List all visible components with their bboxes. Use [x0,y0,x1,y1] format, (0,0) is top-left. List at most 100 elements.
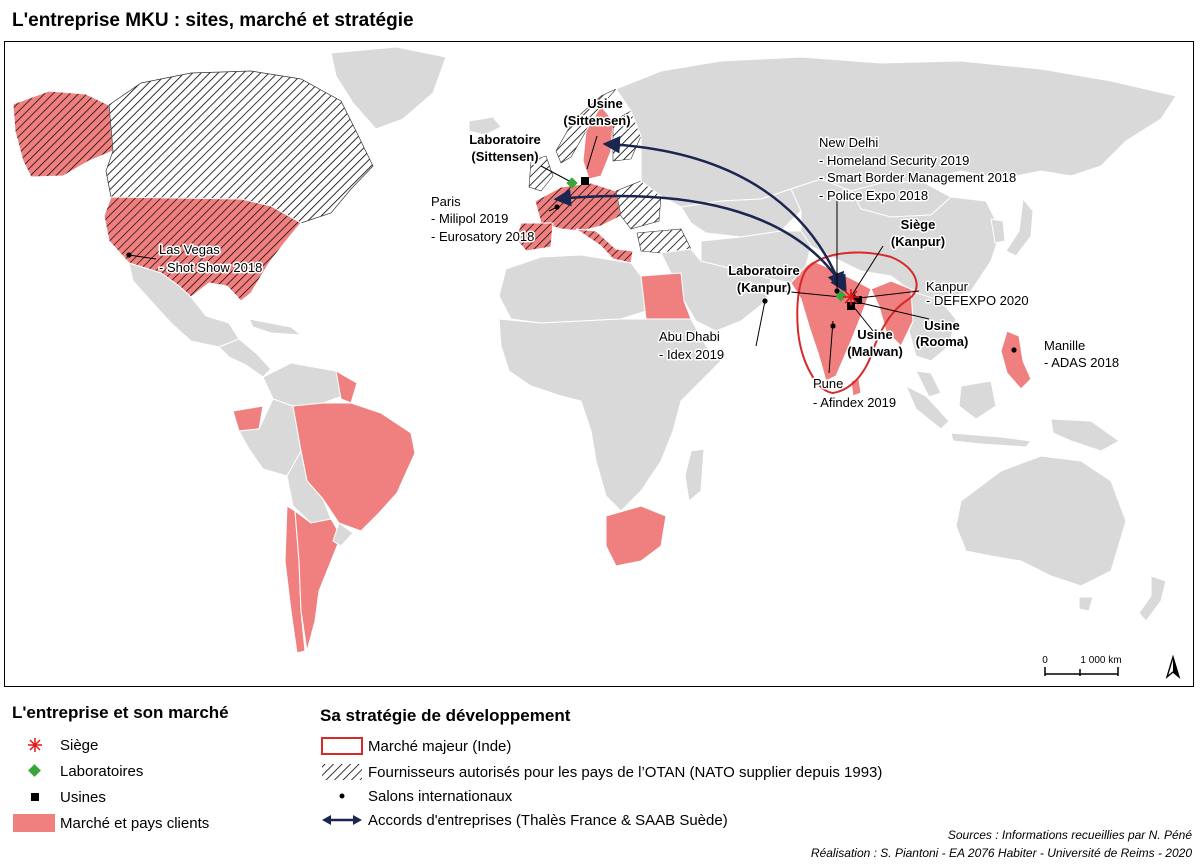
caribbean [248,318,303,336]
salon-city: Abu Dhabi [659,329,720,344]
salon-dot-pune [830,323,836,329]
indonesia-borneo [958,380,997,420]
indonesia-java [950,432,1032,448]
site-label-title: Laboratoire [469,132,541,147]
credits-realisation: Réalisation : S. Piantoni - EA 2076 Habi… [810,846,1192,860]
colombia-venezuela [262,362,352,407]
indonesia-sumatra [904,384,950,430]
japan [1005,197,1034,257]
siege-icon [10,735,60,755]
salon-event: - ADAS 2018 [1044,355,1119,370]
salon-event: - Idex 2019 [659,347,724,362]
legend-label: Usines [60,788,106,806]
site-label-name: (Kanpur) [737,280,791,295]
malaysia [915,370,942,398]
world-map: Usine (Sittensen) Laboratoire (Sittensen… [12,46,1181,680]
iceland [468,116,502,136]
legend-right-heading: Sa stratégie de développement [320,706,571,725]
credits: Sources : Informations recueillies par N… [811,826,1192,862]
laboratoire-marker-sittensen [566,177,578,189]
legend-label: Marché majeur (Inde) [368,737,512,755]
legend-left-heading: L'entreprise et son marché [12,703,229,722]
legend-item-fournisseurs: Fournisseurs autorisés pour les pays de … [318,762,882,782]
salon-dot-paris [554,204,560,210]
legend-label: Fournisseurs autorisés pour les pays de … [368,763,883,781]
legend-label: Marché et pays clients [60,814,210,832]
double-arrow-icon [318,810,368,830]
legend-item-laboratoires: Laboratoires [10,761,143,781]
uk [528,155,554,192]
site-label-name: (Malwan) [847,344,903,359]
salon-city: Kanpur [926,279,969,294]
salon-event: - Shot Show 2018 [159,260,262,275]
north-africa [498,254,647,324]
salon-event: - Homeland Security 2019 [819,153,969,168]
ecuador [232,405,264,432]
salon-event: - Police Expo 2018 [819,188,928,203]
india [790,260,872,382]
legend-label: Accords d'entreprises (Thalès France & S… [368,811,728,829]
agreement-arrow-france [553,189,847,294]
laboratoire-marker-kanpur [835,290,847,302]
alaska [12,90,114,178]
credits-sources: Sources : Informations recueillies par N… [947,828,1192,842]
major-market-outline [796,251,918,395]
central-america [218,338,272,378]
salon-event: - Eurosatory 2018 [431,229,534,244]
site-label-title: Laboratoire [728,263,800,278]
southeast-asia [908,290,957,362]
australia [955,455,1127,587]
salon-dot-abu-dhabi [762,298,768,304]
usine-icon [10,787,60,807]
iberia [515,222,554,252]
usine-marker-kanpur [854,296,862,304]
legend-item-usines: Usines [10,787,106,807]
scale-start: 0 [1042,655,1048,666]
site-label-title: Usine [857,327,892,342]
salon-event: - DEFEXPO 2020 [926,293,1029,308]
west-central-africa [498,318,722,512]
usine-marker-malwan [847,302,855,310]
legend-item-marche-majeur: Marché majeur (Inde) [318,736,511,756]
salon-city: Pune [813,376,843,391]
salon-dot-las-vegas [126,252,132,258]
new-guinea [1050,418,1120,452]
legend-item-marche: Marché et pays clients [10,813,209,833]
salon-dots [126,204,1017,353]
tasmania [1078,596,1094,612]
salon-event: - Afindex 2019 [813,395,896,410]
outline-box-icon [318,736,368,756]
salon-dot-new-delhi [834,288,840,294]
legend-item-accords: Accords d'entreprises (Thalès France & S… [318,810,728,830]
salon-city: Paris [431,194,461,209]
greenland [330,46,447,130]
site-label-name: (Sittensen) [471,149,538,164]
salon-city: Las Vegas [159,242,220,257]
site-label-title: Siège [901,217,936,232]
salon-event: - Smart Border Management 2018 [819,170,1016,185]
dot-icon [318,786,368,806]
turkey [636,228,692,254]
usine-marker-sittensen [581,177,589,185]
site-label-title: Usine [587,96,622,111]
bolivia-paraguay [286,449,332,524]
map-frame: Usine (Sittensen) Laboratoire (Sittensen… [4,41,1194,687]
siege-marker-kanpur [843,289,859,305]
salon-event: - Milipol 2019 [431,211,508,226]
laboratoire-icon [10,761,60,781]
uruguay [332,522,354,547]
salon-dot-manille [1011,347,1017,353]
market-swatch-icon [10,813,60,833]
korea [990,218,1006,244]
legend-label: Laboratoires [60,762,144,780]
scale-end: 1 000 km [1080,655,1121,666]
map-title: L'entreprise MKU : sites, marché et stra… [12,10,414,31]
legend-label: Salons internationaux [368,787,513,805]
new-zealand [1138,575,1167,622]
canada [105,70,374,224]
philippines [1000,330,1032,390]
south-africa [605,505,667,567]
site-label-name: (Rooma) [916,334,969,349]
salon-city: Manille [1044,338,1085,353]
site-label-name: (Kanpur) [891,234,945,249]
